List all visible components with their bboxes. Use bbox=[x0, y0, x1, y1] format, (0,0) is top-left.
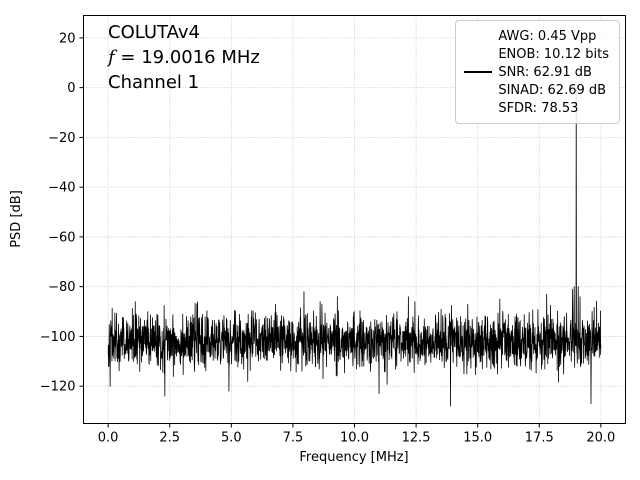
legend: AWG: 0.45 Vpp ENOB: 10.12 bits SNR: 62.9… bbox=[455, 20, 620, 124]
legend-row-snr: SNR: 62.91 dB bbox=[464, 63, 609, 81]
legend-row-sfdr: SFDR: 78.53 bbox=[464, 99, 609, 117]
x-tick-label: 10.0 bbox=[340, 431, 369, 446]
x-axis-label: Frequency [MHz] bbox=[299, 450, 408, 465]
annotation-channel: Channel 1 bbox=[108, 72, 200, 93]
legend-label-awg: AWG: 0.45 Vpp bbox=[498, 28, 597, 44]
legend-row-enob: ENOB: 10.12 bits bbox=[464, 45, 609, 63]
y-tick-label: 0 bbox=[67, 81, 75, 96]
x-tick-label: 15.0 bbox=[463, 431, 492, 446]
trace-line-icon bbox=[464, 71, 493, 73]
y-axis-label: PSD [dB] bbox=[9, 190, 24, 248]
axis-ticks: 0.0 2.5 5.0 7.5 10.0 12.5 15.0 17.5 20.0 20 0 −20 −4… bbox=[40, 31, 616, 445]
annotation-f-symbol: f bbox=[108, 47, 115, 68]
x-tick-label: 17.5 bbox=[525, 431, 554, 446]
y-tick-label: −20 bbox=[48, 131, 75, 146]
psd-line bbox=[107, 87, 602, 407]
legend-label-sfdr: SFDR: 78.53 bbox=[498, 100, 579, 116]
legend-row-awg: AWG: 0.45 Vpp bbox=[464, 27, 609, 45]
axes-frame bbox=[83, 15, 626, 424]
y-tick-label: −80 bbox=[48, 280, 75, 295]
x-tick-label: 20.0 bbox=[586, 431, 615, 446]
x-tick-label: 0.0 bbox=[98, 431, 119, 446]
x-tick-label: 2.5 bbox=[159, 431, 180, 446]
annotation-f-value: = 19.0016 MHz bbox=[114, 47, 260, 68]
y-tick-label: −100 bbox=[40, 330, 76, 345]
legend-row-sinad: SINAD: 62.69 dB bbox=[464, 81, 609, 99]
annotation-frequency: f = 19.0016 MHz bbox=[108, 45, 260, 70]
legend-label-enob: ENOB: 10.12 bits bbox=[498, 46, 609, 62]
y-tick-label: −120 bbox=[40, 380, 76, 395]
plot-annotation: COLUTAv4 f = 19.0016 MHz Channel 1 bbox=[108, 20, 260, 95]
x-tick-label: 7.5 bbox=[283, 431, 304, 446]
legend-label-sinad: SINAD: 62.69 dB bbox=[498, 82, 607, 98]
y-tick-label: 20 bbox=[59, 31, 76, 46]
y-tick-label: −40 bbox=[48, 181, 75, 196]
annotation-device: COLUTAv4 bbox=[108, 22, 201, 43]
legend-label-snr: SNR: 62.91 dB bbox=[498, 64, 592, 80]
y-tick-label: −60 bbox=[48, 230, 75, 245]
legend-handle-snr bbox=[464, 71, 498, 73]
x-tick-label: 12.5 bbox=[402, 431, 431, 446]
psd-trace bbox=[107, 87, 602, 407]
axes-spines bbox=[83, 15, 626, 424]
x-tick-label: 5.0 bbox=[221, 431, 242, 446]
